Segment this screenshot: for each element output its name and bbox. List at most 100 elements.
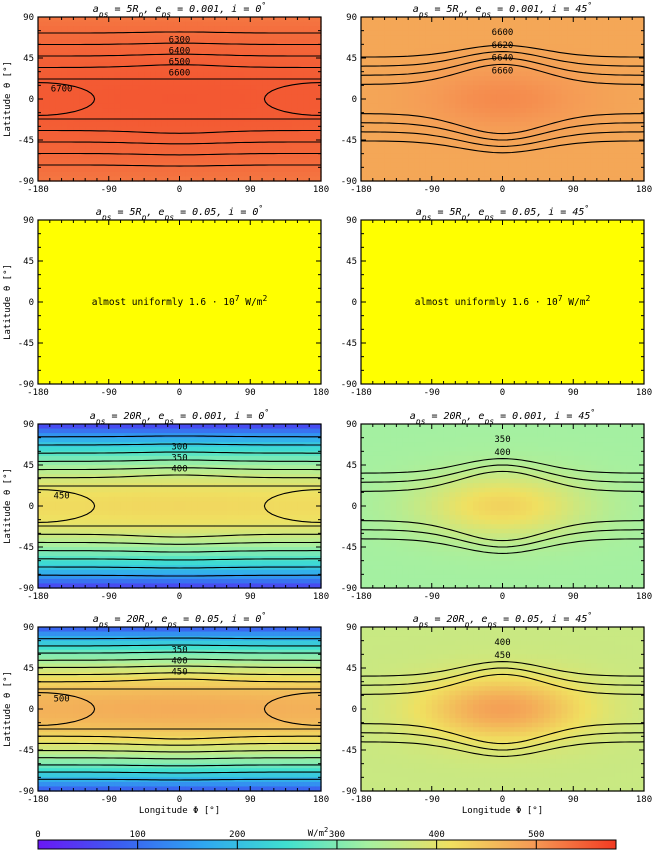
heat-cell	[567, 89, 574, 96]
heat-cell	[549, 112, 557, 118]
heat-cell	[361, 67, 368, 73]
heat-cell	[220, 130, 228, 137]
heat-cell	[185, 487, 192, 493]
heat-cell	[191, 153, 198, 159]
heat-cell	[514, 58, 521, 64]
heat-cell	[120, 94, 128, 100]
heat-cell	[361, 158, 368, 164]
heat-cell	[408, 162, 415, 168]
heat-cell	[573, 176, 580, 182]
heat-cell	[61, 71, 69, 77]
heat-cell	[378, 17, 386, 23]
heat-cell	[67, 94, 74, 100]
heat-cell	[291, 451, 299, 457]
heat-cell	[102, 528, 110, 534]
heat-cell	[315, 506, 322, 512]
heat-cell	[614, 21, 622, 27]
heat-cell	[49, 149, 57, 155]
heat-cell	[478, 58, 486, 64]
heat-cell	[150, 492, 157, 498]
heat-cell	[150, 99, 157, 105]
heat-cell	[579, 135, 586, 141]
heat-cell	[256, 108, 263, 114]
heat-cell	[361, 112, 368, 118]
heat-cell	[161, 117, 169, 123]
heat-cell	[309, 17, 316, 23]
heat-cell	[226, 153, 234, 159]
heat-cell	[43, 171, 51, 178]
heat-cell	[508, 71, 515, 77]
heat-cell	[396, 117, 403, 123]
heat-cell	[150, 455, 157, 462]
heat-cell	[315, 424, 322, 430]
heat-cell	[85, 501, 92, 507]
heat-cell	[96, 428, 104, 434]
heat-cell	[590, 162, 598, 168]
heat-cell	[108, 121, 116, 127]
heat-cell	[214, 167, 222, 173]
heat-cell	[67, 469, 74, 475]
heat-cell	[220, 510, 228, 516]
heat-cell	[114, 67, 122, 73]
heat-cell	[96, 515, 104, 521]
heat-cell	[590, 126, 598, 132]
heat-cell	[279, 451, 287, 457]
heat-cell	[220, 487, 228, 493]
heat-cell	[43, 469, 51, 475]
heat-cell	[579, 67, 586, 73]
heat-cell	[214, 446, 222, 452]
heat-cell	[596, 130, 604, 137]
heat-cell	[126, 469, 133, 475]
heat-cell	[361, 130, 368, 137]
heat-cell	[279, 446, 287, 452]
heat-cell	[173, 442, 181, 448]
heat-cell	[161, 510, 169, 516]
heat-cell	[508, 158, 515, 164]
heat-cell	[67, 428, 74, 434]
heat-cell	[303, 85, 310, 91]
heat-cell	[573, 85, 580, 91]
heat-cell	[220, 171, 228, 178]
heat-cell	[614, 76, 622, 82]
heat-cell	[425, 62, 433, 68]
heat-cell	[220, 108, 228, 114]
heat-cell	[437, 17, 445, 23]
heat-cell	[167, 428, 175, 434]
heat-cell	[226, 53, 234, 59]
heat-cell	[408, 99, 415, 105]
heat-cell	[226, 71, 234, 77]
heat-cell	[425, 167, 433, 173]
heat-cell	[150, 176, 157, 182]
heat-cell	[232, 424, 240, 430]
heat-cell	[291, 460, 299, 466]
heat-cell	[167, 167, 175, 173]
heat-cell	[167, 108, 175, 114]
heat-cell	[408, 17, 415, 23]
heat-cell	[191, 478, 198, 484]
heat-cell	[262, 135, 269, 141]
y-tick-label: 90	[346, 216, 357, 226]
heat-cell	[555, 167, 563, 173]
heat-cell	[366, 44, 374, 50]
heat-cell	[638, 117, 645, 123]
heat-cell	[191, 446, 198, 452]
heat-cell	[214, 437, 222, 443]
heat-cell	[303, 144, 310, 150]
heat-cell	[626, 85, 633, 91]
heat-cell	[461, 67, 468, 73]
heat-cell	[155, 67, 163, 73]
heat-cell	[191, 442, 198, 448]
heat-cell	[220, 17, 228, 23]
heat-cell	[96, 39, 104, 45]
heat-cell	[579, 117, 586, 123]
heat-cell	[273, 35, 281, 41]
heat-cell	[561, 121, 568, 127]
heat-cell	[214, 103, 222, 109]
heat-cell	[262, 492, 269, 498]
heat-cell	[120, 135, 128, 141]
heat-cell	[191, 140, 198, 146]
heat-cell	[285, 506, 293, 512]
heat-cell	[43, 99, 51, 105]
heat-cell	[267, 89, 275, 96]
heat-cell	[108, 135, 116, 141]
